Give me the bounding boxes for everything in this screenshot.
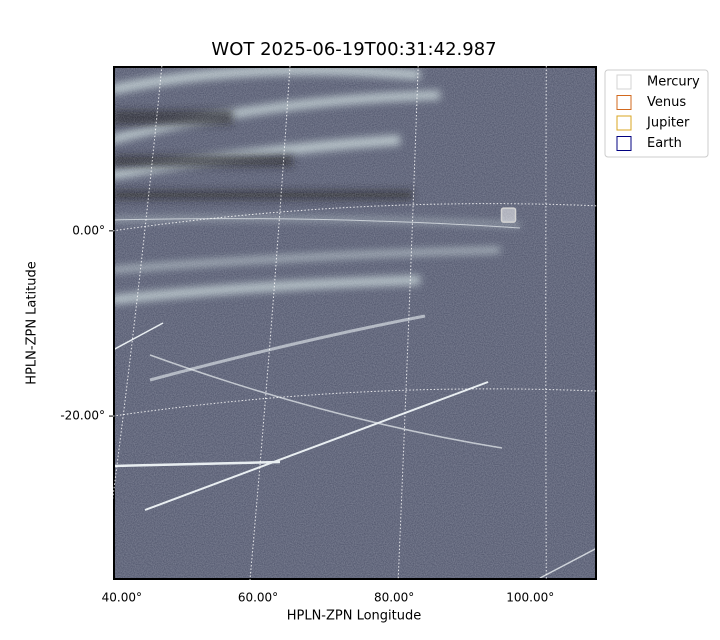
- legend-swatch: [616, 136, 632, 151]
- legend-label: Mercury: [647, 75, 700, 90]
- grid-line: [545, 66, 547, 580]
- grid-line: [113, 66, 163, 501]
- legend-swatch: [616, 115, 632, 131]
- grid-line: [113, 388, 597, 417]
- legend-box: [604, 69, 709, 158]
- x-tick-label: 60.00°: [238, 591, 278, 605]
- x-tick-label: 100.00°: [506, 591, 554, 605]
- grid-line: [113, 203, 597, 232]
- grid-line: [249, 66, 291, 580]
- x-tick-label: 80.00°: [374, 591, 414, 605]
- legend-swatch: [616, 95, 632, 110]
- legend: Mercury Venus Jupiter Earth: [604, 69, 709, 158]
- y-tick-label: -20.00°: [60, 409, 105, 423]
- grid-line: [397, 66, 419, 580]
- x-tick-label: 40.00°: [102, 591, 142, 605]
- y-tick-label: 0.00°: [72, 223, 105, 237]
- y-axis-label: HPLN-ZPN Latitude: [25, 261, 40, 384]
- legend-label: Earth: [647, 136, 682, 151]
- chart-title: WOT 2025-06-19T00:31:42.987: [211, 39, 496, 60]
- legend-label: Venus: [647, 95, 686, 110]
- legend-swatch: [616, 74, 632, 90]
- body-marker: [500, 207, 517, 223]
- x-axis-label: HPLN-ZPN Longitude: [287, 609, 422, 624]
- image: [113, 66, 597, 580]
- legend-label: Jupiter: [646, 116, 690, 131]
